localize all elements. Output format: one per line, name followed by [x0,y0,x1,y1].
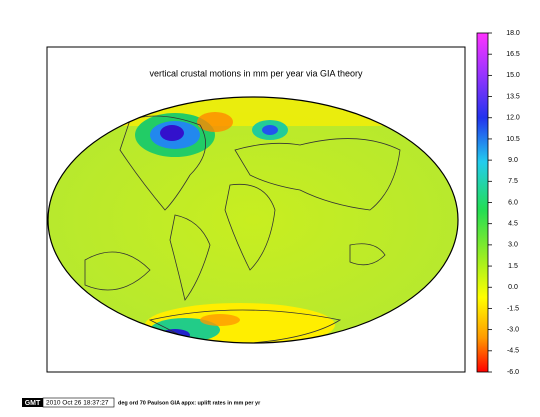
colorbar-tick-label: 1.5 [508,263,518,270]
colorbar-tick-label: -1.5 [507,305,519,312]
timestamp: 2010 Oct 26 18:37:27 [46,400,109,407]
timestamp-box [42,397,115,408]
colorbar-tick-label: 16.5 [506,51,520,58]
colorbar-tick-label: 4.5 [508,221,518,228]
colorbar-tick-label: 7.5 [508,178,518,185]
logo-box [22,398,43,407]
colorbar-tick-label: -6.0 [507,369,519,376]
logo: GMT [25,400,41,407]
map-outline [47,96,459,344]
colorbar-tick-label: 9.0 [508,157,518,164]
colorbar-tick-label: 10.5 [506,136,520,143]
caption: deg ord 70 Paulson GIA appx: uplift rate… [118,400,261,406]
colorbar-tick-label: 18.0 [506,30,520,37]
colorbar [476,32,489,373]
colorbar-tick-label: 0.0 [508,284,518,291]
colorbar-tick-label: 15.0 [506,72,520,79]
map-title: vertical crustal motions in mm per year … [149,68,363,78]
colorbar-tick-label: 6.0 [508,199,518,206]
colorbar-tick-label: -3.0 [507,326,519,333]
colorbar-tick-label: -4.5 [507,348,519,355]
colorbar-tick-label: 13.5 [506,93,520,100]
colorbar-tick-label: 12.0 [506,115,520,122]
colorbar-tick-label: 3.0 [508,242,518,249]
